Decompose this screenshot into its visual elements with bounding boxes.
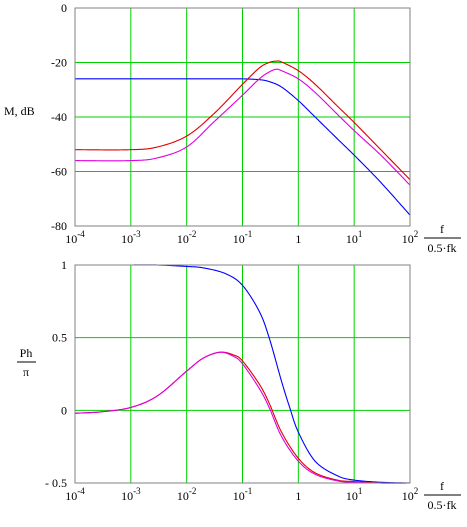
magnitude-series-line-1 — [75, 78, 411, 216]
phase-y-label-numerator: Ph — [20, 346, 33, 360]
phase-x-tick-label: 10-3 — [121, 486, 141, 503]
phase-y-ticks: 1 0.5 0 - 0.5 — [45, 258, 67, 490]
magnitude-x-tick-label: 10-1 — [233, 229, 253, 246]
magnitude-chart: 0 -20 -40 -60 -80 10-4 10-3 10-2 10-1 1 101 102 M,… — [4, 1, 461, 255]
magnitude-y-tick-label: -80 — [51, 219, 67, 233]
magnitude-x-axis-label: f 0.5·fk — [424, 222, 461, 255]
phase-x-tick-label: 101 — [346, 486, 363, 503]
phase-y-tick-label: 0.5 — [52, 331, 67, 345]
phase-series-line-3 — [74, 351, 410, 484]
magnitude-y-axis-label: M, dB — [4, 104, 35, 118]
magnitude-series — [75, 60, 411, 216]
magnitude-x-tick-label: 10-3 — [121, 229, 141, 246]
phase-x-tick-label: 10-1 — [233, 486, 253, 503]
phase-x-tick-label: 102 — [402, 486, 419, 503]
magnitude-x-tick-label: 101 — [346, 229, 363, 246]
phase-y-tick-label: 0 — [61, 403, 67, 417]
phase-x-label-numerator: f — [440, 479, 444, 493]
magnitude-series-line-2 — [75, 60, 411, 181]
magnitude-x-ticks: 10-4 10-3 10-2 10-1 1 101 102 — [65, 229, 418, 246]
phase-plot-frame — [74, 264, 411, 484]
phase-grid — [75, 264, 410, 483]
magnitude-x-tick-label: 10-4 — [65, 229, 85, 246]
magnitude-y-tick-label: -20 — [51, 56, 67, 70]
phase-x-tick-label: 10-2 — [177, 486, 197, 503]
magnitude-y-tick-label: -60 — [51, 165, 67, 179]
phase-series — [74, 264, 411, 484]
magnitude-x-label-denominator: 0.5·fk — [428, 241, 457, 255]
magnitude-x-label-numerator: f — [440, 222, 444, 236]
magnitude-grid — [75, 8, 410, 226]
phase-x-label-denominator: 0.5·fk — [428, 498, 457, 512]
phase-y-axis-label: Ph π — [17, 346, 36, 379]
magnitude-y-tick-label: 0 — [61, 1, 67, 15]
magnitude-x-tick-label: 102 — [402, 229, 419, 246]
magnitude-y-tick-label: -40 — [51, 110, 67, 124]
magnitude-x-tick-label: 10-2 — [177, 229, 197, 246]
magnitude-x-tick-label: 1 — [295, 232, 301, 246]
phase-x-ticks: 10-4 10-3 10-2 10-1 1 101 102 — [65, 486, 418, 503]
phase-y-tick-label: - 0.5 — [45, 476, 67, 490]
magnitude-series-line-3 — [75, 68, 411, 186]
magnitude-y-ticks: 0 -20 -40 -60 -80 — [51, 1, 67, 233]
phase-chart: 10.50- 0.5 10-4 10-3 10-2 10-1 1 101 102 Ph π … — [17, 258, 461, 512]
phase-y-label-denominator: π — [23, 365, 29, 379]
phase-x-tick-label: 10-4 — [65, 486, 85, 503]
magnitude-plot-frame — [74, 7, 411, 227]
phase-y-tick-label: 1 — [61, 258, 67, 272]
phase-series-line-1 — [130, 264, 411, 484]
phase-x-tick-label: 1 — [295, 489, 301, 503]
phase-x-axis-label: f 0.5·fk — [424, 479, 461, 512]
